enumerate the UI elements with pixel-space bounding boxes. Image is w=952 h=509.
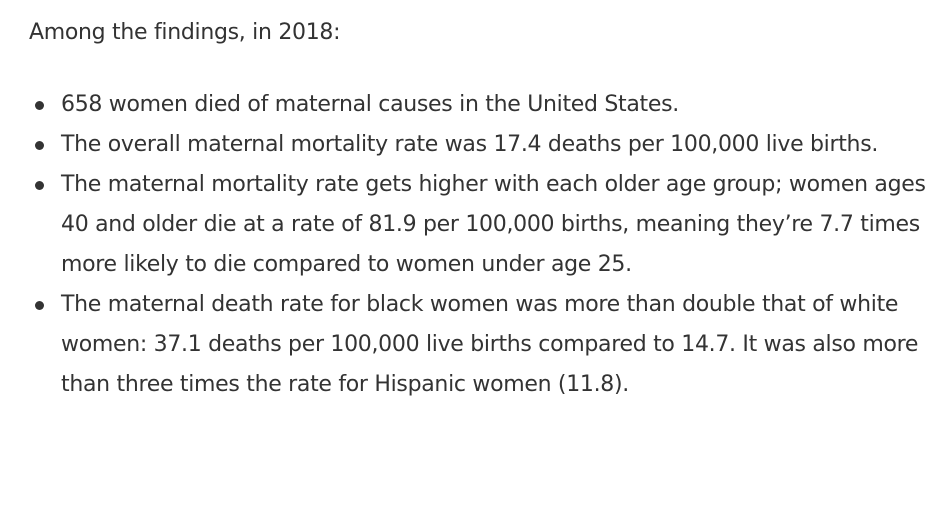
bullet-icon xyxy=(35,141,44,150)
list-item-text: The overall maternal mortality rate was … xyxy=(61,132,879,157)
intro-text: Among the findings, in 2018: xyxy=(29,20,341,45)
list-item-text: The maternal mortality rate gets higher … xyxy=(61,172,926,277)
bullet-icon xyxy=(35,101,44,110)
list-item: The maternal death rate for black women … xyxy=(29,285,929,405)
bullet-icon xyxy=(35,181,44,190)
list-item: 658 women died of maternal causes in the… xyxy=(29,85,929,125)
findings-list: 658 women died of maternal causes in the… xyxy=(29,85,929,405)
list-item: The overall maternal mortality rate was … xyxy=(29,125,929,165)
list-item: The maternal mortality rate gets higher … xyxy=(29,165,929,285)
article-content: Among the findings, in 2018: 658 women d… xyxy=(29,13,929,405)
list-item-text: 658 women died of maternal causes in the… xyxy=(61,92,679,117)
bullet-icon xyxy=(35,301,44,310)
list-item-text: The maternal death rate for black women … xyxy=(61,292,919,397)
